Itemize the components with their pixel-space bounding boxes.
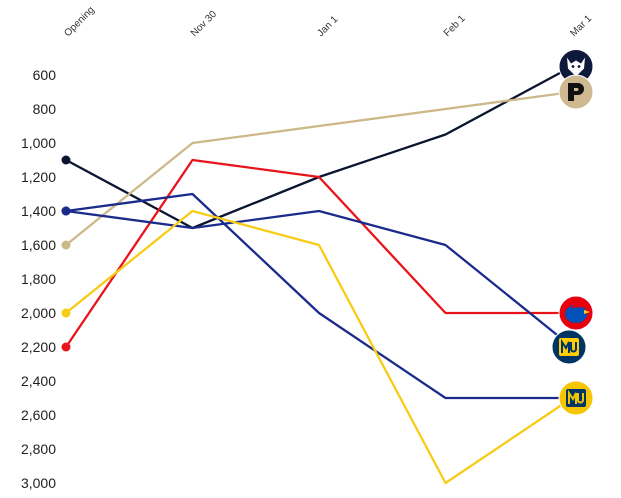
- y-tick-label: 2,200: [21, 339, 56, 355]
- jayhawk-beak-icon: [584, 310, 590, 314]
- uconn-husky-logo: [558, 49, 594, 84]
- jayhawk-body-icon: [565, 305, 587, 323]
- series-line-0: [64, 65, 574, 230]
- y-tick-label: 2,600: [21, 407, 56, 423]
- y-tick-label: 2,400: [21, 373, 56, 389]
- x-tick-label: Jan 1: [315, 14, 340, 39]
- y-tick-label: 1,600: [21, 237, 56, 253]
- marquette-mu-icon: [568, 389, 584, 404]
- series-start-point-4: [61, 206, 71, 216]
- y-tick-label: 3,000: [21, 475, 56, 491]
- purdue-p-icon: [568, 83, 584, 101]
- husky-head-icon: [567, 57, 585, 77]
- husky-eye-icon: [571, 65, 575, 68]
- series-start-point-5: [61, 308, 71, 318]
- marquette-mu-icon: [561, 338, 577, 353]
- husky-eye-icon: [577, 65, 581, 68]
- purdue-p-logo: [558, 74, 594, 110]
- y-tick-label: 1,200: [21, 169, 56, 185]
- series-line-1: [64, 90, 574, 247]
- x-axis: Opening Nov 30 Jan 1 Feb 1 Mar 1: [62, 5, 594, 40]
- x-tick-label: Opening: [62, 5, 97, 40]
- y-tick-label: 1,400: [21, 203, 56, 219]
- y-tick-label: 1,800: [21, 271, 56, 287]
- series-start-markers: [61, 155, 71, 352]
- jayhawk-head-icon: [570, 302, 586, 308]
- series-lines: [64, 65, 574, 485]
- marquette-mu-logo: [551, 329, 587, 365]
- y-tick-label: 2,800: [21, 441, 56, 457]
- team-logos: [551, 49, 594, 416]
- y-axis: 600 800 1,000 1,200 1,400 1,600 1,800 2,000 2,20…: [21, 67, 56, 491]
- y-tick-label: 2,000: [21, 305, 56, 321]
- x-tick-label: Feb 1: [442, 13, 468, 39]
- x-tick-label: Mar 1: [568, 13, 594, 39]
- x-tick-label: Nov 30: [189, 9, 219, 39]
- series-line-3: [64, 192, 574, 400]
- marquette-mu-logo: [558, 380, 594, 416]
- y-tick-label: 1,000: [21, 135, 56, 151]
- series-start-point-1: [61, 240, 71, 250]
- series-start-point-2: [61, 342, 71, 352]
- kansas-jayhawk-logo: [558, 295, 594, 331]
- series-start-point-0: [61, 155, 71, 165]
- y-tick-label: 600: [33, 67, 57, 83]
- series-line-2: [64, 158, 574, 349]
- series-line-4: [64, 209, 574, 349]
- series-line-5: [64, 209, 574, 485]
- y-tick-label: 800: [33, 101, 57, 117]
